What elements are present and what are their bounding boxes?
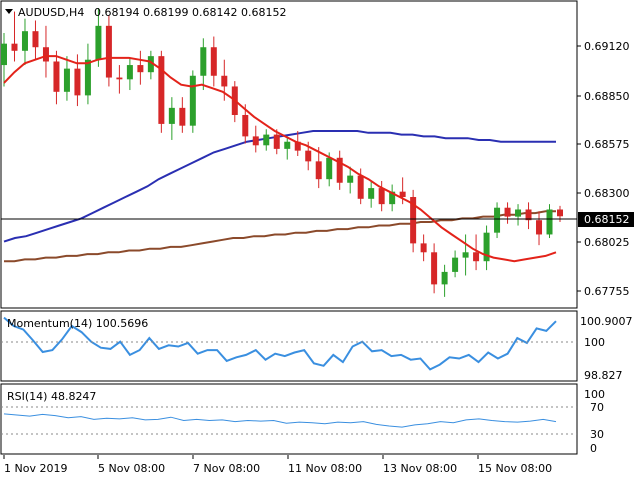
candle-body xyxy=(557,209,563,217)
rsi-tick-label: 0 xyxy=(590,442,597,455)
candle-body xyxy=(431,252,438,285)
momentum-y-axis: 100.9007 100 98.827 xyxy=(580,315,633,382)
candle-body xyxy=(515,209,522,217)
candle-body xyxy=(378,188,385,205)
candle-body xyxy=(158,56,165,124)
candle-body xyxy=(137,65,144,73)
momentum-tick-label: 98.827 xyxy=(584,369,623,382)
ma-slow-path xyxy=(3,130,556,243)
ma-long-path xyxy=(4,210,556,263)
candle-body xyxy=(462,252,469,258)
candle-body xyxy=(336,157,343,183)
candle-body xyxy=(84,59,91,96)
candle-body xyxy=(473,252,480,262)
time-tick-label: 13 Nov 08:00 xyxy=(383,462,457,475)
candle-body xyxy=(483,232,490,262)
candle-body xyxy=(326,157,333,180)
candle-body xyxy=(315,161,322,180)
candle-body xyxy=(252,136,259,146)
price-tick-label: 0.68300 xyxy=(584,187,630,200)
candle-body xyxy=(63,68,70,92)
candle-body xyxy=(95,25,102,60)
candle-body xyxy=(126,65,133,80)
candle-body xyxy=(389,191,396,205)
rsi-tick-label: 70 xyxy=(590,401,604,414)
ma-fast-path xyxy=(3,55,557,263)
price-panel-frame xyxy=(0,0,578,309)
candle-body xyxy=(11,43,18,51)
candle-body xyxy=(294,141,301,151)
time-tick-label: 15 Nov 08:00 xyxy=(478,462,552,475)
candle-body xyxy=(179,107,186,126)
rsi-y-axis: 100 70 30 0 xyxy=(584,388,605,455)
candle-body xyxy=(536,220,543,235)
candle-body xyxy=(53,61,60,92)
symbol-timeframe: AUDUSD,H4 xyxy=(18,6,84,19)
candle-body xyxy=(441,271,448,285)
momentum-tick-label: 100 xyxy=(584,336,605,349)
candlestick-series xyxy=(1,8,563,297)
rsi-path xyxy=(3,413,557,428)
candle-body xyxy=(189,75,196,126)
rsi-title: RSI(14) 48.8247 xyxy=(7,390,96,403)
candle-body xyxy=(347,175,354,183)
candle-body xyxy=(546,209,553,235)
candle-body xyxy=(263,134,270,146)
candle-body xyxy=(420,243,427,253)
dropdown-triangle-icon[interactable] xyxy=(5,9,13,14)
momentum-title: Momentum(14) 100.5696 xyxy=(7,317,148,330)
time-x-axis: 1 Nov 2019 5 Nov 08:00 7 Nov 08:00 11 No… xyxy=(3,455,552,475)
time-tick-label: 11 Nov 08:00 xyxy=(288,462,362,475)
time-tick-label: 5 Nov 08:00 xyxy=(98,462,165,475)
time-tick-label: 7 Nov 08:00 xyxy=(193,462,260,475)
candle-body xyxy=(305,150,312,162)
candle-body xyxy=(452,257,459,272)
candle-body xyxy=(74,68,81,96)
rsi-panel-frame xyxy=(0,383,578,455)
candle-body xyxy=(368,188,375,199)
current-price-badge: 0.68152 xyxy=(578,212,634,227)
candle-body xyxy=(504,207,511,217)
price-tick-label: 0.69120 xyxy=(584,40,630,53)
candle-body xyxy=(147,56,154,73)
candle-body xyxy=(357,175,364,199)
rsi-line xyxy=(3,413,557,428)
time-tick-label: 1 Nov 2019 xyxy=(4,462,67,475)
momentum-line xyxy=(3,316,557,371)
ohlc-values: 0.68194 0.68199 0.68142 0.68152 xyxy=(94,6,286,19)
candle-body xyxy=(410,197,417,244)
candle-body xyxy=(494,207,501,233)
candle-body xyxy=(1,43,7,66)
candle-body xyxy=(242,114,249,137)
momentum-panel-frame xyxy=(0,310,578,382)
candle-body xyxy=(42,47,49,62)
candle-body xyxy=(116,77,123,80)
candle-body xyxy=(210,47,217,76)
rsi-tick-label: 100 xyxy=(584,388,605,401)
price-y-axis: 0.69120 0.68850 0.68575 0.68300 0.68025 … xyxy=(577,40,630,298)
candle-body xyxy=(168,107,175,124)
candle-body xyxy=(273,134,280,149)
momentum-tick-label: 100.9007 xyxy=(580,315,633,328)
momentum-path xyxy=(3,316,557,371)
ma-slow-line xyxy=(3,130,556,243)
rsi-tick-label: 30 xyxy=(590,428,604,441)
current-price-value: 0.68152 xyxy=(584,213,630,226)
price-tick-label: 0.68025 xyxy=(584,236,630,249)
candle-body xyxy=(21,31,28,51)
price-tick-label: 0.68575 xyxy=(584,138,630,151)
candle-body xyxy=(32,31,39,48)
price-tick-label: 0.68850 xyxy=(584,90,630,103)
candle-body xyxy=(105,25,112,78)
candle-body xyxy=(525,209,532,221)
candle-body xyxy=(399,191,406,198)
candle-body xyxy=(284,141,291,149)
candle-body xyxy=(200,47,207,76)
candle-body xyxy=(221,75,228,87)
ma-long-line xyxy=(4,210,556,263)
price-tick-label: 0.67755 xyxy=(584,285,630,298)
ma-fast-line xyxy=(3,55,557,263)
